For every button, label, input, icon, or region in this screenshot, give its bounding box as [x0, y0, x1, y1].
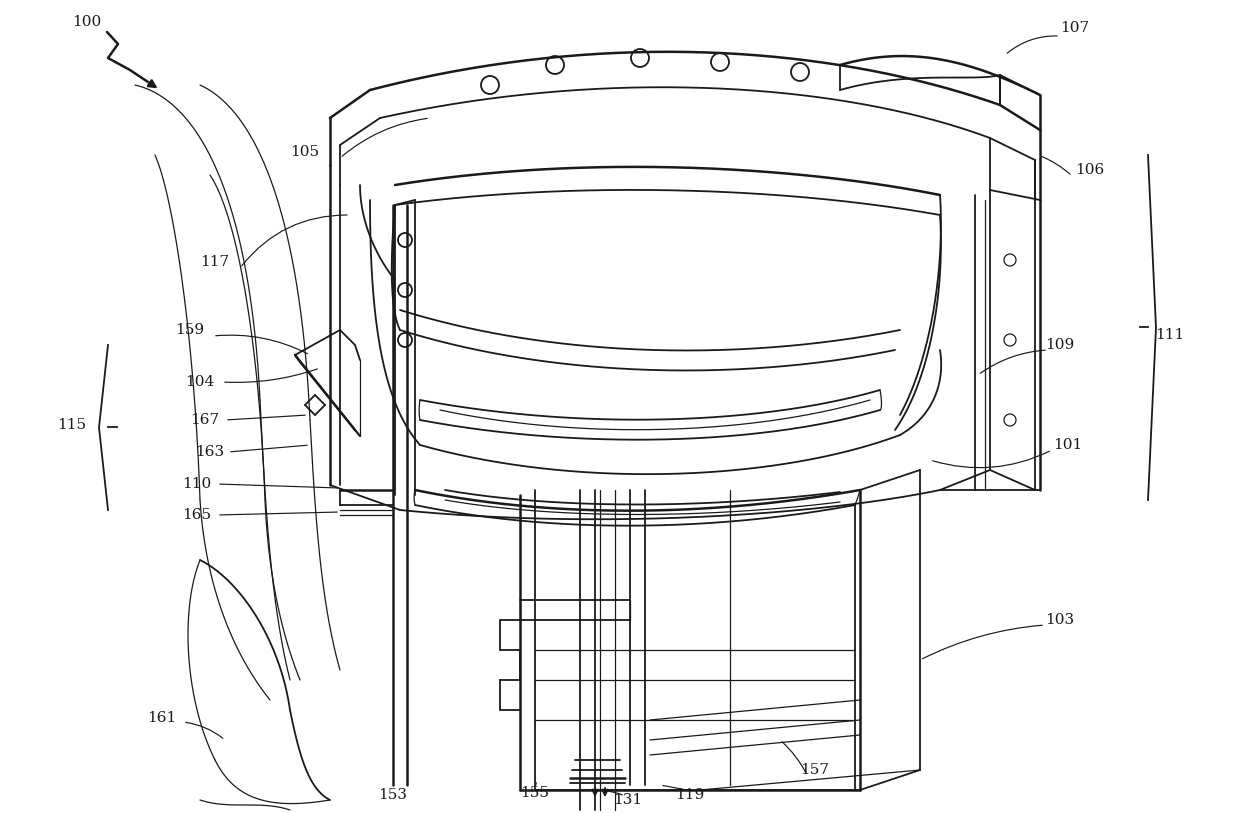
Text: 110: 110: [182, 477, 212, 491]
Text: 101: 101: [1053, 438, 1083, 452]
Text: 105: 105: [290, 145, 320, 159]
Text: 131: 131: [614, 793, 642, 807]
Text: 153: 153: [378, 788, 408, 802]
Text: 107: 107: [1060, 21, 1090, 35]
Text: 163: 163: [196, 445, 224, 459]
Text: 115: 115: [57, 418, 87, 432]
Text: 117: 117: [201, 255, 229, 269]
Text: 103: 103: [1045, 613, 1075, 627]
Text: 167: 167: [191, 413, 219, 427]
Text: 106: 106: [1075, 163, 1105, 177]
Text: 111: 111: [1156, 328, 1184, 342]
Text: 109: 109: [1045, 338, 1075, 352]
Text: 104: 104: [185, 375, 215, 389]
Text: 100: 100: [72, 15, 102, 29]
Text: 155: 155: [521, 786, 549, 800]
Text: 165: 165: [182, 508, 212, 522]
Text: 161: 161: [148, 711, 176, 725]
Text: 119: 119: [676, 788, 704, 802]
Text: 159: 159: [175, 323, 205, 337]
Text: 157: 157: [801, 763, 830, 777]
